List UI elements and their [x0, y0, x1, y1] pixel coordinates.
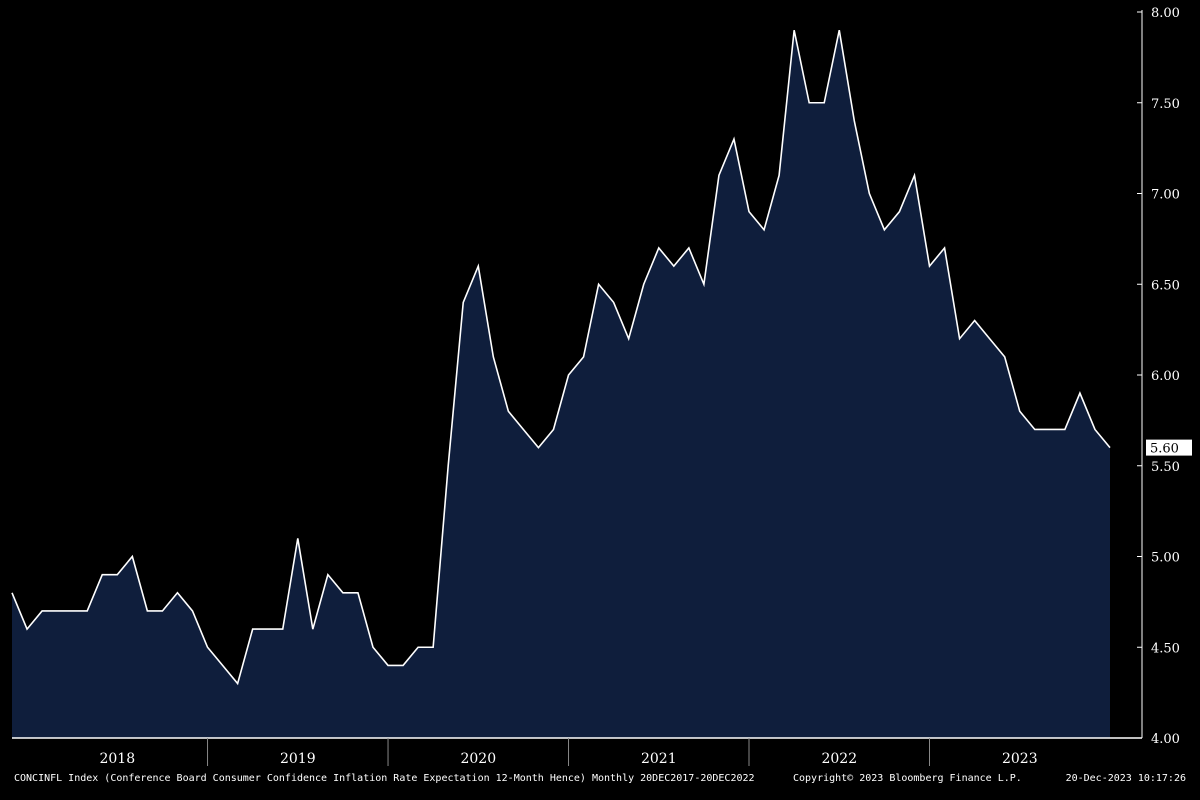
y-tick-label: 4.00 [1151, 732, 1180, 747]
x-tick-label: 2022 [821, 751, 857, 767]
footer: CONCINFL Index (Conference Board Consume… [14, 773, 1186, 784]
y-tick-label: 7.50 [1151, 97, 1180, 112]
y-tick-label: 6.50 [1151, 278, 1180, 293]
y-tick-label: 6.00 [1151, 369, 1180, 384]
plot-area [11, 29, 1111, 738]
series-line [11, 29, 1111, 686]
x-tick-label: 2019 [280, 751, 316, 767]
y-tick-label: 5.50 [1151, 460, 1180, 475]
x-tick-label: 2018 [99, 751, 135, 767]
last-value-box [1146, 439, 1192, 456]
y-tick-label: 4.50 [1151, 641, 1180, 656]
last-value-label: 5.60 [1150, 442, 1179, 457]
x-tick-label: 2023 [1002, 751, 1038, 767]
timestamp: 20-Dec-2023 10:17:26 [1066, 773, 1186, 784]
copyright-notice: Copyright© 2023 Bloomberg Finance L.P. [793, 773, 1022, 784]
y-tick-label: 8.00 [1151, 6, 1180, 21]
axes: 4.00 4.50 5.00 5.50 6.00 6.50 7.00 7.50 8.00 2018… [12, 6, 1192, 767]
series-area-fill [12, 30, 1110, 738]
series-description: CONCINFL Index (Conference Board Consume… [14, 773, 755, 784]
x-tick-label: 2021 [641, 751, 677, 767]
y-tick-label: 7.00 [1151, 188, 1180, 203]
x-tick-label: 2020 [460, 751, 496, 767]
y-tick-label: 5.00 [1151, 551, 1180, 566]
